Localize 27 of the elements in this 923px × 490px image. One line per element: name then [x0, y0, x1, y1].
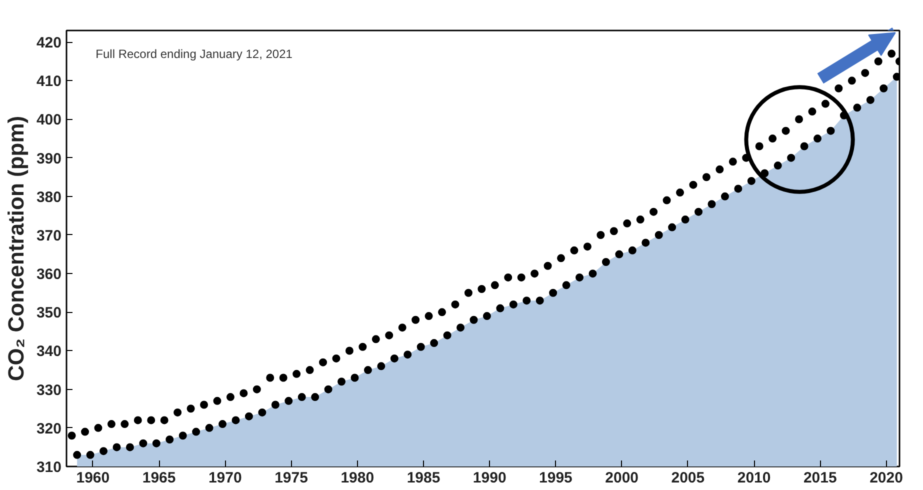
y-tick-label: 410 [36, 73, 62, 90]
x-tick-label: 1965 [142, 470, 176, 486]
x-tick-label: 2020 [870, 470, 903, 486]
y-tick-label: 310 [36, 459, 62, 476]
y-tick-label: 350 [36, 304, 62, 322]
y-tick-label: 330 [36, 382, 62, 399]
y-tick-label: 370 [36, 227, 62, 244]
y-tick-label: 380 [36, 188, 62, 206]
y-tick-label: 420 [36, 34, 62, 52]
x-tick-label: 1985 [406, 470, 440, 486]
x-tick-label: 1970 [208, 470, 242, 486]
x-tick-label: 1990 [472, 470, 506, 486]
y-tick-label: 340 [36, 343, 62, 360]
y-tick-label: 360 [36, 266, 62, 284]
x-tick-label: 2005 [671, 470, 705, 486]
y-axis-title: CO₂ Concentration (ppm) [3, 116, 28, 382]
x-tick-label: 1995 [539, 470, 572, 486]
y-tick-label: 390 [36, 150, 62, 168]
annotation: Full Record ending January 12, 2021 [96, 47, 293, 62]
x-tick-label: 2000 [605, 470, 639, 486]
y-tick-label: 400 [36, 112, 62, 129]
x-tick-label: 1960 [76, 470, 110, 486]
x-tick-label: 2015 [803, 470, 837, 486]
y-tick-label: 320 [36, 420, 62, 438]
x-tick-label: 1975 [274, 470, 308, 486]
x-tick-label: 2010 [737, 470, 771, 486]
x-tick-label: 1980 [340, 470, 374, 486]
